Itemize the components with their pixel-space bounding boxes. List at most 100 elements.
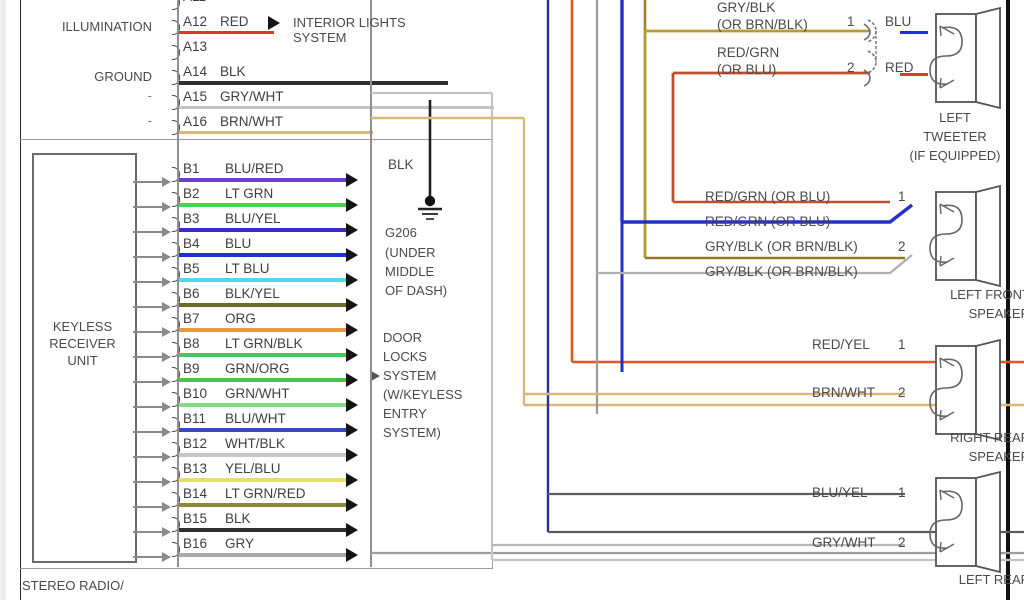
connector-b-wire-segment bbox=[178, 403, 346, 407]
connector-b-wire-segment bbox=[178, 553, 346, 557]
connector-b-wire-segment bbox=[178, 178, 346, 182]
connector-a-pin-color-label: BRN/WHT bbox=[220, 114, 283, 129]
left-rear-t2-number: 2 bbox=[898, 535, 906, 550]
connector-b-wire-segment bbox=[178, 478, 346, 482]
connector-b-wire-segment bbox=[178, 353, 346, 357]
keyless-output-arrow-icon bbox=[162, 402, 171, 412]
connector-b-pin-color-label: GRN/ORG bbox=[225, 361, 290, 376]
page-left-edge bbox=[0, 0, 7, 600]
right-rear-t1-label: RED/YEL bbox=[812, 337, 870, 352]
keyless-output-arrow-icon bbox=[162, 502, 171, 512]
keyless-receiver-unit-text: KEYLESS RECEIVER UNIT bbox=[49, 319, 116, 368]
connector-b-wire-segment bbox=[178, 253, 346, 257]
door-locks-arrow-icon bbox=[346, 373, 358, 387]
connector-b-wire-segment bbox=[178, 228, 346, 232]
connector-b-wire-segment bbox=[178, 428, 346, 432]
connector-b-pin-color-label: LT GRN/RED bbox=[225, 486, 306, 501]
keyless-output-arrow-icon bbox=[162, 302, 171, 312]
connector-b-pin-color-label: GRN/WHT bbox=[225, 386, 290, 401]
keyless-output-line bbox=[133, 331, 166, 333]
label-dash-1: - bbox=[147, 88, 152, 103]
keyless-output-line bbox=[133, 281, 166, 283]
tweeter-t1-label-line2: (OR BRN/BLK) bbox=[717, 17, 808, 32]
keyless-output-arrow-icon bbox=[162, 427, 171, 437]
tweeter-t2-label-line1: RED/GRN bbox=[717, 45, 780, 60]
door-locks-arrow-icon bbox=[346, 198, 358, 212]
keyless-output-arrow-icon bbox=[162, 527, 171, 537]
door-locks-arrow-icon bbox=[346, 523, 358, 537]
keyless-output-line bbox=[133, 431, 166, 433]
connector-a-wire-segment bbox=[178, 106, 494, 109]
keyless-output-line bbox=[133, 256, 166, 258]
connector-b-wire-segment bbox=[178, 453, 346, 457]
connector-a-pin-id: A16 bbox=[183, 114, 208, 129]
speaker-symbol-left-rear bbox=[929, 470, 1001, 574]
right-rear-t1-number: 1 bbox=[898, 337, 906, 352]
connector-b-pin-id: B6 bbox=[183, 286, 200, 301]
connector-b-pin-color-label: BLK bbox=[225, 511, 251, 526]
left-front-t2-label: GRY/BLK (OR BRN/BLK) bbox=[705, 239, 858, 254]
keyless-output-line bbox=[133, 356, 166, 358]
left-front-t1-alt-label: RED/GRN (OR BLU) bbox=[705, 214, 831, 229]
connector-b-pin-color-label: BLU/YEL bbox=[225, 211, 281, 226]
speaker-symbol-left-front bbox=[929, 184, 1001, 288]
left-front-t2-alt-label: GRY/BLK (OR BRN/BLK) bbox=[705, 264, 858, 279]
left-front-t1-number: 1 bbox=[898, 189, 906, 204]
connector-b-pin-id: B4 bbox=[183, 236, 200, 251]
keyless-output-line bbox=[133, 306, 166, 308]
connector-b-pin-color-label: BLU/RED bbox=[225, 161, 284, 176]
door-locks-arrow-icon bbox=[346, 473, 358, 487]
connector-b-pin-id: B12 bbox=[183, 436, 208, 451]
keyless-output-arrow-icon bbox=[162, 327, 171, 337]
keyless-output-line bbox=[133, 406, 166, 408]
connector-a-pin-id: A12 bbox=[183, 14, 208, 29]
door-locks-arrow-icon bbox=[346, 323, 358, 337]
connector-column-line-left bbox=[177, 0, 179, 567]
connector-b-pin-id: B11 bbox=[183, 411, 207, 426]
keyless-output-arrow-icon bbox=[162, 202, 171, 212]
door-locks-arrow-icon bbox=[346, 173, 358, 187]
connector-b-pin-color-label: BLU/WHT bbox=[225, 411, 286, 426]
page-right-border bbox=[1006, 0, 1010, 600]
door-locks-arrow-icon bbox=[346, 248, 358, 262]
tweeter-t1-number: 1 bbox=[847, 14, 855, 29]
keyless-output-arrow-icon bbox=[162, 377, 171, 387]
connector-b-pin-id: B8 bbox=[183, 336, 200, 351]
left-rear-t1-number: 1 bbox=[898, 485, 906, 500]
speaker-name-right-rear: RIGHT REAR SPEAKER bbox=[950, 430, 1024, 464]
speaker-name-left-rear: LEFT REAR bbox=[958, 572, 1024, 587]
door-locks-arrow-icon bbox=[346, 448, 358, 462]
left-front-t1-label: RED/GRN (OR BLU) bbox=[705, 189, 831, 204]
speaker-name-left-front: LEFT FRONT SPEAKER bbox=[950, 287, 1024, 321]
left-front-t2-number: 2 bbox=[898, 239, 906, 254]
door-locks-arrow-icon bbox=[346, 348, 358, 362]
connector-a-wire-segment bbox=[178, 31, 274, 35]
door-locks-arrow-icon bbox=[346, 223, 358, 237]
speaker-name-left-tweeter: LEFT TWEETER (IF EQUIPPED) bbox=[909, 110, 1001, 163]
label-interior-lights-system: INTERIOR LIGHTS SYSTEM bbox=[293, 15, 406, 45]
right-rear-t2-number: 2 bbox=[898, 385, 906, 400]
keyless-output-arrow-icon bbox=[162, 277, 171, 287]
connector-b-pin-color-label: GRY bbox=[225, 536, 255, 551]
keyless-receiver-unit-box bbox=[32, 153, 137, 563]
tweeter-t2-number: 2 bbox=[847, 60, 855, 75]
keyless-output-line bbox=[133, 481, 166, 483]
connector-b-pin-id: B16 bbox=[183, 536, 208, 551]
connector-a-pin-color-label: BLK bbox=[220, 64, 246, 79]
label-ground-id: G206 bbox=[385, 225, 417, 240]
left-rear-t1-label: BLU/YEL bbox=[812, 485, 868, 500]
keyless-output-line bbox=[133, 231, 166, 233]
connector-b-wire-segment bbox=[178, 528, 346, 532]
connector-a-pin-id: A11 bbox=[183, 0, 206, 4]
connector-a-pin-id: A14 bbox=[183, 64, 208, 79]
connector-b-pin-color-label: BLU bbox=[225, 236, 252, 251]
keyless-output-arrow-icon bbox=[162, 227, 171, 237]
tweeter-lead-1 bbox=[900, 31, 928, 35]
keyless-output-arrow-icon bbox=[162, 252, 171, 262]
connector-b-wire-segment bbox=[178, 378, 346, 382]
tweeter-t1-label-line1: GRY/BLK bbox=[717, 0, 776, 15]
door-locks-arrow-icon bbox=[346, 273, 358, 287]
connector-column-line-right bbox=[370, 0, 372, 567]
right-rear-t2-label: BRN/WHT bbox=[812, 385, 875, 400]
